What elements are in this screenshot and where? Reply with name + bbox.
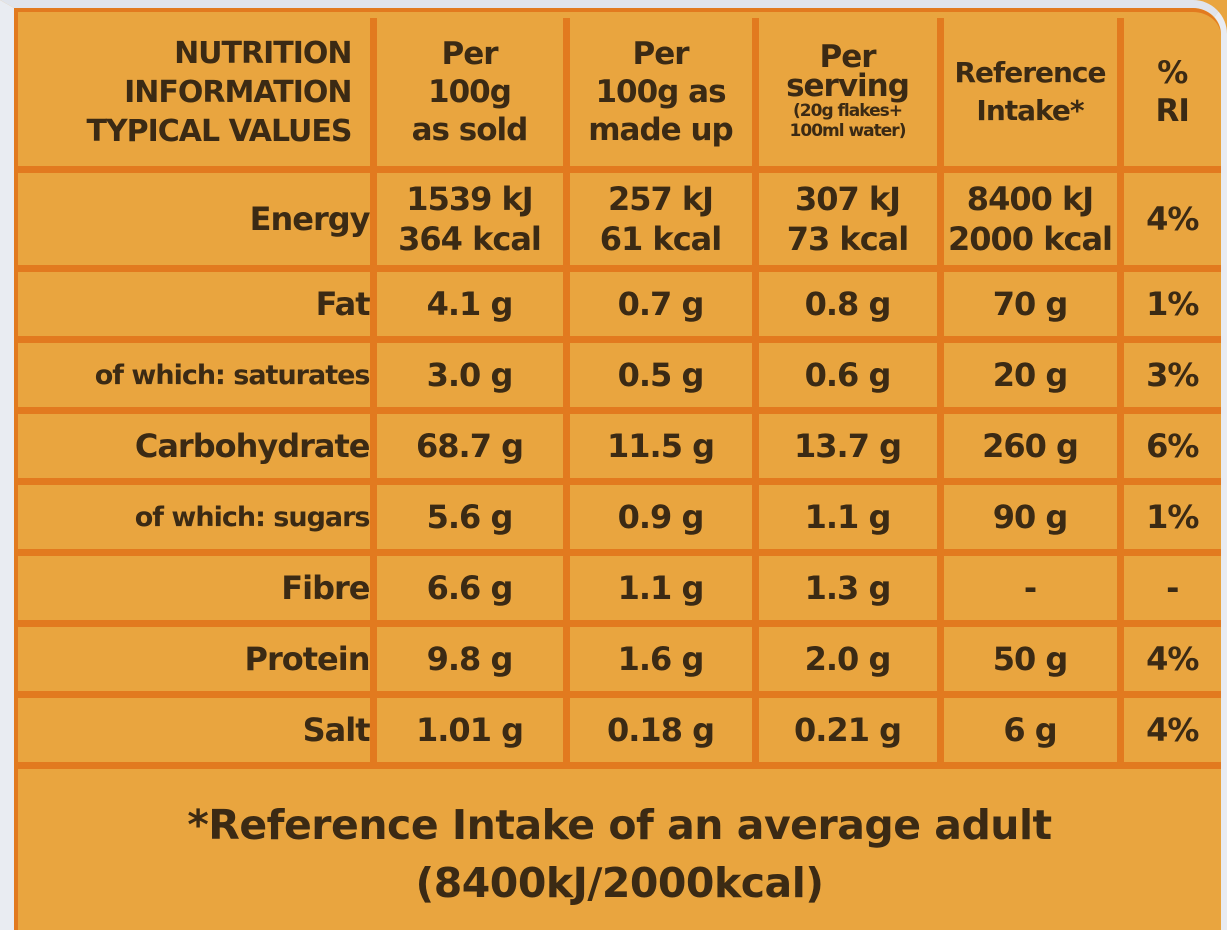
cell-reference-intake: 260 g [940, 410, 1124, 485]
cell-percent-ri: 4% [1120, 623, 1221, 698]
row-label: Fat [18, 268, 377, 343]
cell-per-serving: 13.7 g [755, 410, 944, 485]
cell-per-100g-sold: 1539 kJ 364 kcal [373, 169, 570, 272]
header-reference-intake: Reference Intake* [940, 18, 1124, 173]
reference-intake-footnote: *Reference Intake of an average adult (8… [18, 796, 1221, 912]
cell-per-serving: 0.6 g [755, 339, 944, 414]
cell-reference-intake: 8400 kJ 2000 kcal [940, 169, 1124, 272]
header-per-100g-made-up: Per 100g as made up [566, 18, 759, 173]
table-row-fat: Fat 4.1 g 0.7 g 0.8 g 70 g 1% [18, 268, 1221, 343]
header-per-100g-as-sold: Per 100g as sold [373, 18, 570, 173]
row-label: of which: sugars [18, 481, 377, 556]
table-row-salt: Salt 1.01 g 0.18 g 0.21 g 6 g 4% [18, 694, 1221, 769]
nutrition-label-border: NUTRITION INFORMATION TYPICAL VALUES Per… [14, 8, 1221, 930]
table-header-row: NUTRITION INFORMATION TYPICAL VALUES Per… [18, 18, 1221, 173]
cell-per-100g-made: 11.5 g [566, 410, 759, 485]
table-row-carbohydrate: Carbohydrate 68.7 g 11.5 g 13.7 g 260 g … [18, 410, 1221, 485]
row-label: of which: saturates [18, 339, 377, 414]
cell-percent-ri: 4% [1120, 694, 1221, 769]
cell-reference-intake: 6 g [940, 694, 1124, 769]
table-row-sugars: of which: sugars 5.6 g 0.9 g 1.1 g 90 g … [18, 481, 1221, 556]
cell-per-serving: 0.8 g [755, 268, 944, 343]
cell-per-serving: 0.21 g [755, 694, 944, 769]
cell-percent-ri: 1% [1120, 268, 1221, 343]
cell-reference-intake: - [940, 552, 1124, 627]
row-label: Carbohydrate [18, 410, 377, 485]
cell-per-100g-made: 0.18 g [566, 694, 759, 769]
table-row-energy: Energy 1539 kJ 364 kcal 257 kJ 61 kcal 3… [18, 169, 1221, 272]
cell-per-serving: 1.3 g [755, 552, 944, 627]
cell-per-100g-made: 1.6 g [566, 623, 759, 698]
cell-reference-intake: 20 g [940, 339, 1124, 414]
cell-per-100g-sold: 6.6 g [373, 552, 570, 627]
cell-per-100g-made: 0.5 g [566, 339, 759, 414]
header-typical-values: NUTRITION INFORMATION TYPICAL VALUES [18, 18, 377, 173]
cell-percent-ri: 4% [1120, 169, 1221, 272]
table-row-saturates: of which: saturates 3.0 g 0.5 g 0.6 g 20… [18, 339, 1221, 414]
cell-per-100g-sold: 68.7 g [373, 410, 570, 485]
row-label: Salt [18, 694, 377, 769]
cell-per-100g-sold: 5.6 g [373, 481, 570, 556]
header-per-serving: Per serving (20g flakes+ 100ml water) [755, 18, 944, 173]
nutrition-table: NUTRITION INFORMATION TYPICAL VALUES Per… [18, 18, 1221, 769]
cell-per-100g-sold: 4.1 g [373, 268, 570, 343]
cell-per-serving: 2.0 g [755, 623, 944, 698]
row-label: Energy [18, 169, 377, 272]
cell-reference-intake: 90 g [940, 481, 1124, 556]
footnote-line-2: (8400kJ/2000kcal) [415, 859, 825, 907]
cell-per-100g-made: 257 kJ 61 kcal [566, 169, 759, 272]
cell-percent-ri: 6% [1120, 410, 1221, 485]
row-label: Fibre [18, 552, 377, 627]
cell-per-100g-made: 1.1 g [566, 552, 759, 627]
table-row-protein: Protein 9.8 g 1.6 g 2.0 g 50 g 4% [18, 623, 1221, 698]
table-row-fibre: Fibre 6.6 g 1.1 g 1.3 g - - [18, 552, 1221, 627]
cell-reference-intake: 50 g [940, 623, 1124, 698]
cell-per-serving: 1.1 g [755, 481, 944, 556]
row-label: Protein [18, 623, 377, 698]
header-percent-ri: % RI [1120, 18, 1221, 173]
cell-reference-intake: 70 g [940, 268, 1124, 343]
cell-per-100g-made: 0.9 g [566, 481, 759, 556]
cell-per-100g-made: 0.7 g [566, 268, 759, 343]
footnote-line-1: *Reference Intake of an average adult [187, 801, 1052, 849]
cell-percent-ri: 1% [1120, 481, 1221, 556]
cell-per-100g-sold: 1.01 g [373, 694, 570, 769]
cell-per-serving: 307 kJ 73 kcal [755, 169, 944, 272]
cell-per-100g-sold: 3.0 g [373, 339, 570, 414]
cell-percent-ri: - [1120, 552, 1221, 627]
cell-per-100g-sold: 9.8 g [373, 623, 570, 698]
cell-percent-ri: 3% [1120, 339, 1221, 414]
